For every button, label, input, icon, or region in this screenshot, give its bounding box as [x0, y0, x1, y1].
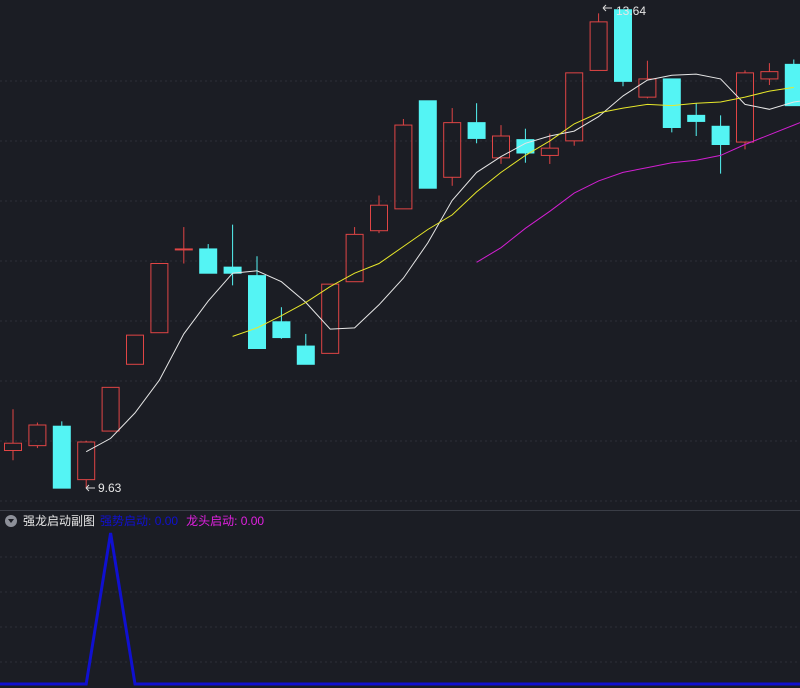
- candle-body: [784, 63, 800, 107]
- legend-leader-start-name: 龙头启动: [186, 514, 235, 528]
- candle: [52, 421, 71, 489]
- candle: [638, 60, 657, 99]
- candle: [199, 244, 218, 274]
- candle-body: [174, 248, 193, 251]
- low-price-label: 9.63: [98, 481, 122, 495]
- moving-average-lines: [85, 73, 800, 453]
- candle: [687, 103, 706, 136]
- indicator-header: 强龙启动副图 强势启动: 0.00 龙头启动: 0.00: [0, 510, 800, 530]
- indicator-title: 强龙启动副图: [23, 514, 96, 528]
- candle: [272, 307, 291, 339]
- indicator-grid-lines: [0, 556, 800, 663]
- ma-line-magenta: [476, 122, 800, 263]
- candle: [321, 283, 340, 354]
- candle-body: [540, 147, 559, 156]
- candle: [760, 63, 779, 85]
- candle-body: [638, 78, 657, 98]
- candle: [4, 409, 22, 461]
- candle: [614, 9, 632, 87]
- candle-body: [418, 100, 437, 189]
- candle-body: [736, 72, 754, 143]
- candle-body: [589, 21, 608, 71]
- candle: [370, 195, 388, 234]
- indicator-chart: [0, 532, 800, 686]
- candle: [296, 333, 315, 365]
- candle-body: [199, 248, 218, 274]
- candlestick-chart: 13.64 9.63: [0, 4, 800, 502]
- candle: [394, 119, 413, 210]
- candle: [77, 440, 96, 489]
- legend-strong-start-name: 强势启动: [100, 514, 149, 528]
- candle-body: [345, 233, 364, 283]
- candle-body: [52, 425, 71, 489]
- candle-body: [467, 122, 486, 139]
- candle-body: [565, 72, 584, 142]
- candle-body: [126, 334, 144, 365]
- candle-body: [4, 442, 22, 452]
- legend-leader-start: 龙头启动: 0.00: [186, 514, 265, 528]
- candle: [589, 13, 608, 71]
- candle: [345, 227, 364, 283]
- candle-body: [28, 424, 47, 447]
- low-marker: 9.63: [85, 481, 122, 495]
- candle-body: [370, 204, 388, 232]
- candle: [492, 125, 510, 164]
- ma-line-yellow: [232, 86, 794, 337]
- candle-body: [248, 275, 266, 349]
- candle: [223, 224, 242, 286]
- candle-body: [443, 122, 462, 178]
- legend-strong-start: 强势启动: 0.00: [100, 514, 179, 528]
- candle-body: [394, 124, 413, 210]
- candle: [516, 128, 535, 163]
- candle-body: [321, 283, 340, 354]
- candle-body: [150, 263, 169, 334]
- candle: [418, 100, 437, 189]
- candle-body: [760, 71, 779, 80]
- indicator-lines: [0, 532, 800, 686]
- candle: [248, 256, 266, 349]
- candle-body: [77, 441, 96, 481]
- candle: [443, 108, 462, 186]
- grid-lines: [0, 80, 800, 502]
- candle: [662, 78, 681, 133]
- candle: [467, 103, 486, 144]
- candles: [4, 9, 800, 489]
- candle-body: [296, 345, 315, 365]
- candle: [711, 115, 730, 174]
- candle-body: [662, 78, 681, 129]
- candle-body: [711, 125, 730, 145]
- legend-leader-start-value: 0.00: [240, 514, 265, 528]
- candle-body: [687, 114, 706, 122]
- candle: [565, 72, 584, 146]
- high-price-label: 13.64: [616, 4, 646, 18]
- ma-line-white: [85, 73, 800, 453]
- candle-body: [492, 135, 510, 159]
- candle-body: [614, 9, 632, 82]
- high-marker: 13.64: [602, 4, 646, 18]
- candle: [736, 70, 754, 150]
- candle: [150, 263, 169, 334]
- legend-strong-start-value: 0.00: [154, 514, 179, 528]
- candle-body: [516, 139, 535, 154]
- candle: [126, 334, 144, 365]
- candle: [101, 386, 120, 432]
- candle: [28, 422, 47, 449]
- candle-body: [101, 386, 120, 432]
- candle-body: [272, 321, 291, 339]
- candle: [784, 59, 800, 107]
- candle: [174, 227, 193, 264]
- indicator-line-strong-start: [0, 532, 800, 686]
- collapse-icon[interactable]: [5, 514, 17, 527]
